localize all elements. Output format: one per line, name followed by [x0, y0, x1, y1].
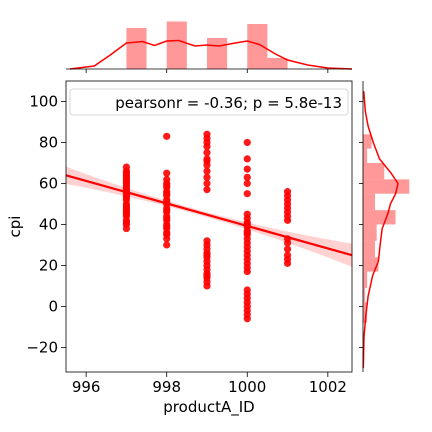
top-marginal-kde-curve: [69, 39, 353, 70]
data-point: [203, 251, 211, 259]
data-point: [203, 173, 211, 181]
data-point: [203, 157, 211, 165]
right-histogram-bar: [363, 257, 379, 272]
right-histogram-bar: [363, 179, 410, 194]
y-tick-label: 40: [39, 215, 58, 233]
stats-annotation-box: pearsonr = -0.36; p = 5.8e-13: [69, 88, 349, 116]
top-histogram-bar: [166, 21, 187, 69]
y-axis-label: cpi: [6, 216, 24, 238]
y-tick-label: 100: [29, 92, 58, 110]
data-point: [122, 181, 131, 190]
right-marginal-kde-curve: [362, 91, 399, 368]
right-histogram-bar: [363, 210, 396, 225]
right-histogram-bar: [363, 302, 368, 323]
data-point: [163, 181, 171, 190]
data-point: [163, 241, 171, 249]
data-point: [203, 186, 211, 194]
data-point: [243, 155, 251, 163]
data-point: [243, 190, 251, 198]
right-histogram-bar: [363, 162, 385, 180]
data-point: [163, 214, 171, 222]
annotation-frame: [69, 88, 349, 116]
top-histogram-bar: [267, 58, 288, 69]
x-tick-label: 1002: [309, 378, 347, 396]
data-point: [243, 179, 251, 188]
data-point: [243, 173, 251, 181]
data-point: [163, 169, 171, 177]
data-point: [163, 175, 171, 183]
main-scatter-axes: 996 998 1000 1002 −20 0 20 40 60 80 100 pearsonr …: [6, 80, 353, 417]
right-histogram-bar: [363, 287, 366, 303]
right-histogram-bar: [363, 240, 375, 258]
top-histogram-bar: [126, 28, 147, 69]
data-point: [163, 231, 171, 239]
x-tick-label: 1000: [228, 378, 266, 396]
right-histogram-bar: [363, 134, 372, 149]
x-axis-label: productA_ID: [163, 398, 254, 417]
data-point: [283, 251, 292, 259]
data-point: [203, 130, 211, 138]
data-point: [243, 229, 251, 237]
x-tick-label: 996: [72, 378, 101, 396]
data-point: [122, 173, 131, 181]
data-point: [163, 132, 171, 140]
data-point: [122, 218, 131, 227]
data-point: [122, 163, 131, 171]
right-histogram-bar: [363, 224, 377, 241]
regression-confidence-band: [66, 166, 352, 267]
data-point: [243, 210, 251, 218]
y-tick-label: 0: [48, 297, 58, 315]
data-point: [203, 272, 211, 280]
x-tick-label: 998: [152, 378, 181, 396]
right-histogram-bar: [363, 148, 368, 163]
data-point: [163, 206, 171, 214]
data-point: [163, 222, 171, 231]
y-tick-label: −20: [26, 338, 58, 356]
right-histogram-bar: [363, 271, 368, 288]
data-point: [203, 167, 211, 175]
y-tick-label: 80: [39, 133, 58, 151]
data-point: [203, 237, 211, 245]
data-point: [283, 245, 292, 253]
regression-line: [65, 174, 353, 257]
y-tick-label: 60: [39, 174, 58, 192]
plot-frame: [65, 80, 353, 373]
top-histogram-bar: [247, 24, 268, 69]
data-point: [203, 149, 211, 157]
right-marginal-histogram: [359, 81, 410, 372]
data-point: [122, 206, 131, 214]
top-histogram-bar: [206, 38, 228, 69]
data-point: [163, 190, 171, 198]
data-point: [203, 179, 211, 188]
data-point: [243, 165, 251, 173]
data-point: [243, 286, 251, 294]
right-histogram-bar: [363, 193, 375, 211]
data-point: [243, 138, 251, 147]
top-marginal-histogram: [66, 21, 353, 73]
data-point: [283, 188, 292, 196]
y-tick-label: 20: [39, 256, 58, 274]
pearsonr-annotation: pearsonr = -0.36; p = 5.8e-13: [115, 94, 342, 112]
